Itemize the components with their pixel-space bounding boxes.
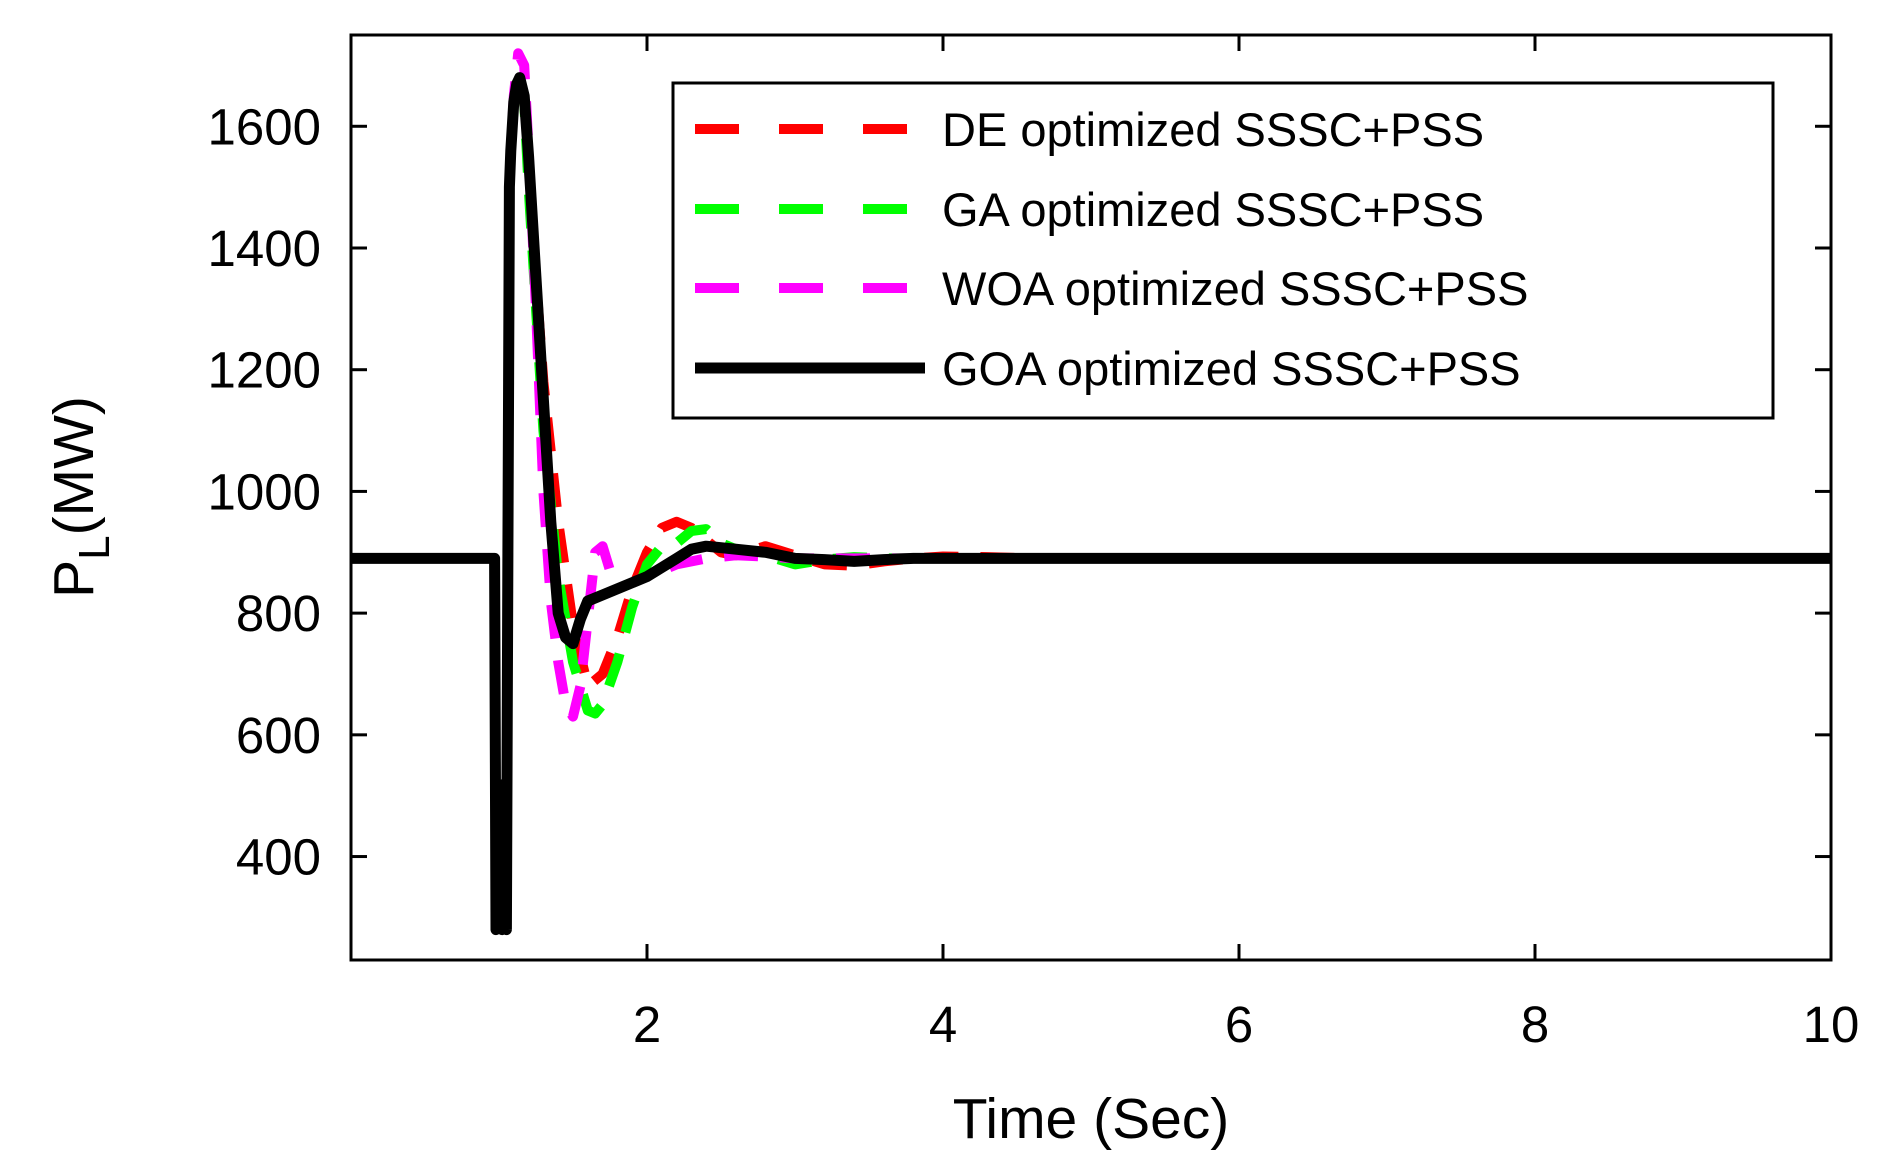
y-axis-title-subscript: L [70,535,119,559]
legend-items: DE optimized SSSC+PSS GA optimized SSSC+P… [695,103,1528,395]
x-tick-label: 10 [1803,996,1860,1053]
legend: DE optimized SSSC+PSS GA optimized SSSC+P… [671,81,1775,420]
x-axis: 2 4 6 8 10 [633,35,1860,1053]
y-axis-title-unit: (MW) [42,396,106,535]
x-tick-label: 8 [1521,996,1549,1053]
y-tick-label: 1600 [208,98,321,155]
legend-label: GA optimized SSSC+PSS [942,183,1484,236]
y-tick-label: 400 [236,829,321,886]
y-tick-label: 1400 [208,220,321,277]
series-layer [351,48,1831,936]
series-line-2 [351,66,1831,935]
y-tick-label: 1000 [208,463,321,520]
legend-label: DE optimized SSSC+PSS [942,103,1484,156]
y-tick-label: 600 [236,707,321,764]
x-tick-label: 2 [633,996,661,1053]
y-tick-label: 1200 [208,342,321,399]
x-tick-label: 4 [929,996,957,1053]
x-tick-label: 6 [1225,996,1253,1053]
legend-label: GOA optimized SSSC+PSS [942,342,1521,395]
y-axis-title: PL(MW) [42,396,119,598]
y-tick-label: 800 [236,585,321,642]
y-axis-title-main: P [42,560,106,598]
legend-box [671,81,1775,420]
plot-frame [349,33,1833,962]
series-line-4 [351,72,1831,936]
legend-label: WOA optimized SSSC+PSS [942,262,1528,315]
y-axis: 400 600 800 1000 1200 1400 1600 [208,98,1831,886]
x-axis-title: Time (Sec) [953,1087,1230,1151]
